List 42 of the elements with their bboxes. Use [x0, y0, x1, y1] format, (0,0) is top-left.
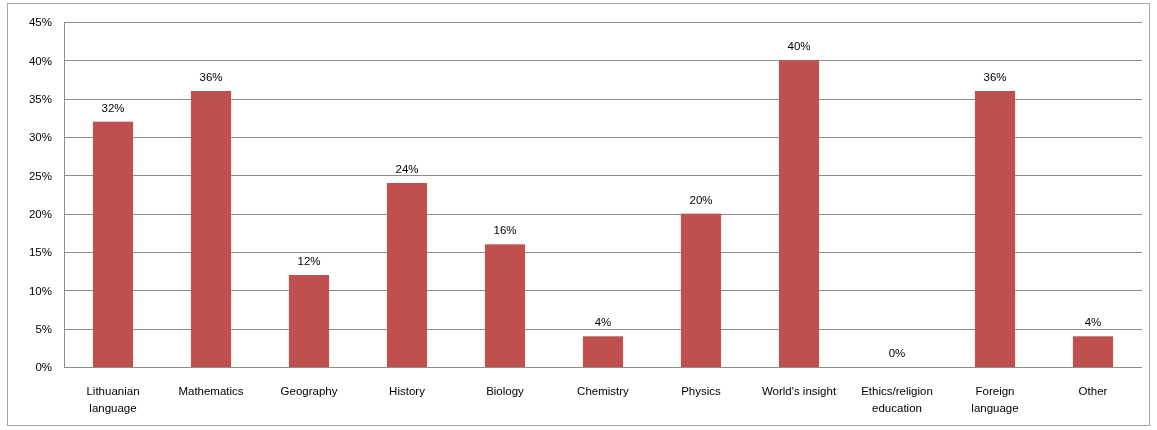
y-tick-label: 10%: [28, 284, 52, 297]
data-label: 40%: [787, 40, 811, 53]
y-tick-label: 35%: [28, 92, 52, 105]
x-tick-label: Biology: [486, 385, 525, 397]
x-tick-label: History: [389, 385, 426, 397]
x-tick-label: Foreign language: [971, 385, 1019, 414]
x-tick-label: Mathematics: [178, 385, 244, 397]
data-label: 36%: [983, 71, 1007, 83]
bar: [778, 60, 820, 367]
y-tick-label: 45%: [28, 16, 52, 29]
x-tick-label: Geography: [280, 385, 338, 397]
bar: [484, 244, 526, 367]
bar: [92, 121, 134, 367]
bar: [974, 91, 1016, 367]
data-label: 32%: [101, 101, 125, 114]
bar: [288, 275, 330, 367]
bar: [680, 213, 722, 367]
y-tick-label: 40%: [28, 54, 52, 67]
x-tick-label: Lithuanian language: [86, 385, 140, 414]
y-tick-label: 0%: [35, 361, 52, 374]
bar: [190, 91, 232, 367]
x-tick-label: World's insight: [761, 385, 837, 397]
data-label: 24%: [395, 163, 419, 175]
x-tick-label: Physics: [681, 385, 722, 397]
y-tick-label: 15%: [28, 246, 52, 259]
data-label: 16%: [493, 224, 517, 237]
y-tick-label: 25%: [28, 169, 52, 182]
x-tick-label: Other: [1078, 385, 1108, 397]
bar: [386, 183, 428, 367]
data-label: 4%: [594, 316, 612, 329]
data-label: 36%: [199, 71, 223, 83]
x-tick-label: Chemistry: [577, 385, 630, 397]
x-tick-label: Ethics/religion education: [861, 385, 933, 414]
y-tick-label: 30%: [28, 131, 52, 144]
bar: [582, 336, 624, 367]
data-label: 20%: [689, 193, 713, 206]
data-label: 12%: [297, 255, 321, 267]
bar: [1072, 336, 1114, 367]
data-label: 4%: [1084, 316, 1102, 329]
data-label: 0%: [888, 347, 906, 359]
y-tick-label: 5%: [35, 322, 52, 335]
y-tick-label: 20%: [28, 207, 52, 220]
